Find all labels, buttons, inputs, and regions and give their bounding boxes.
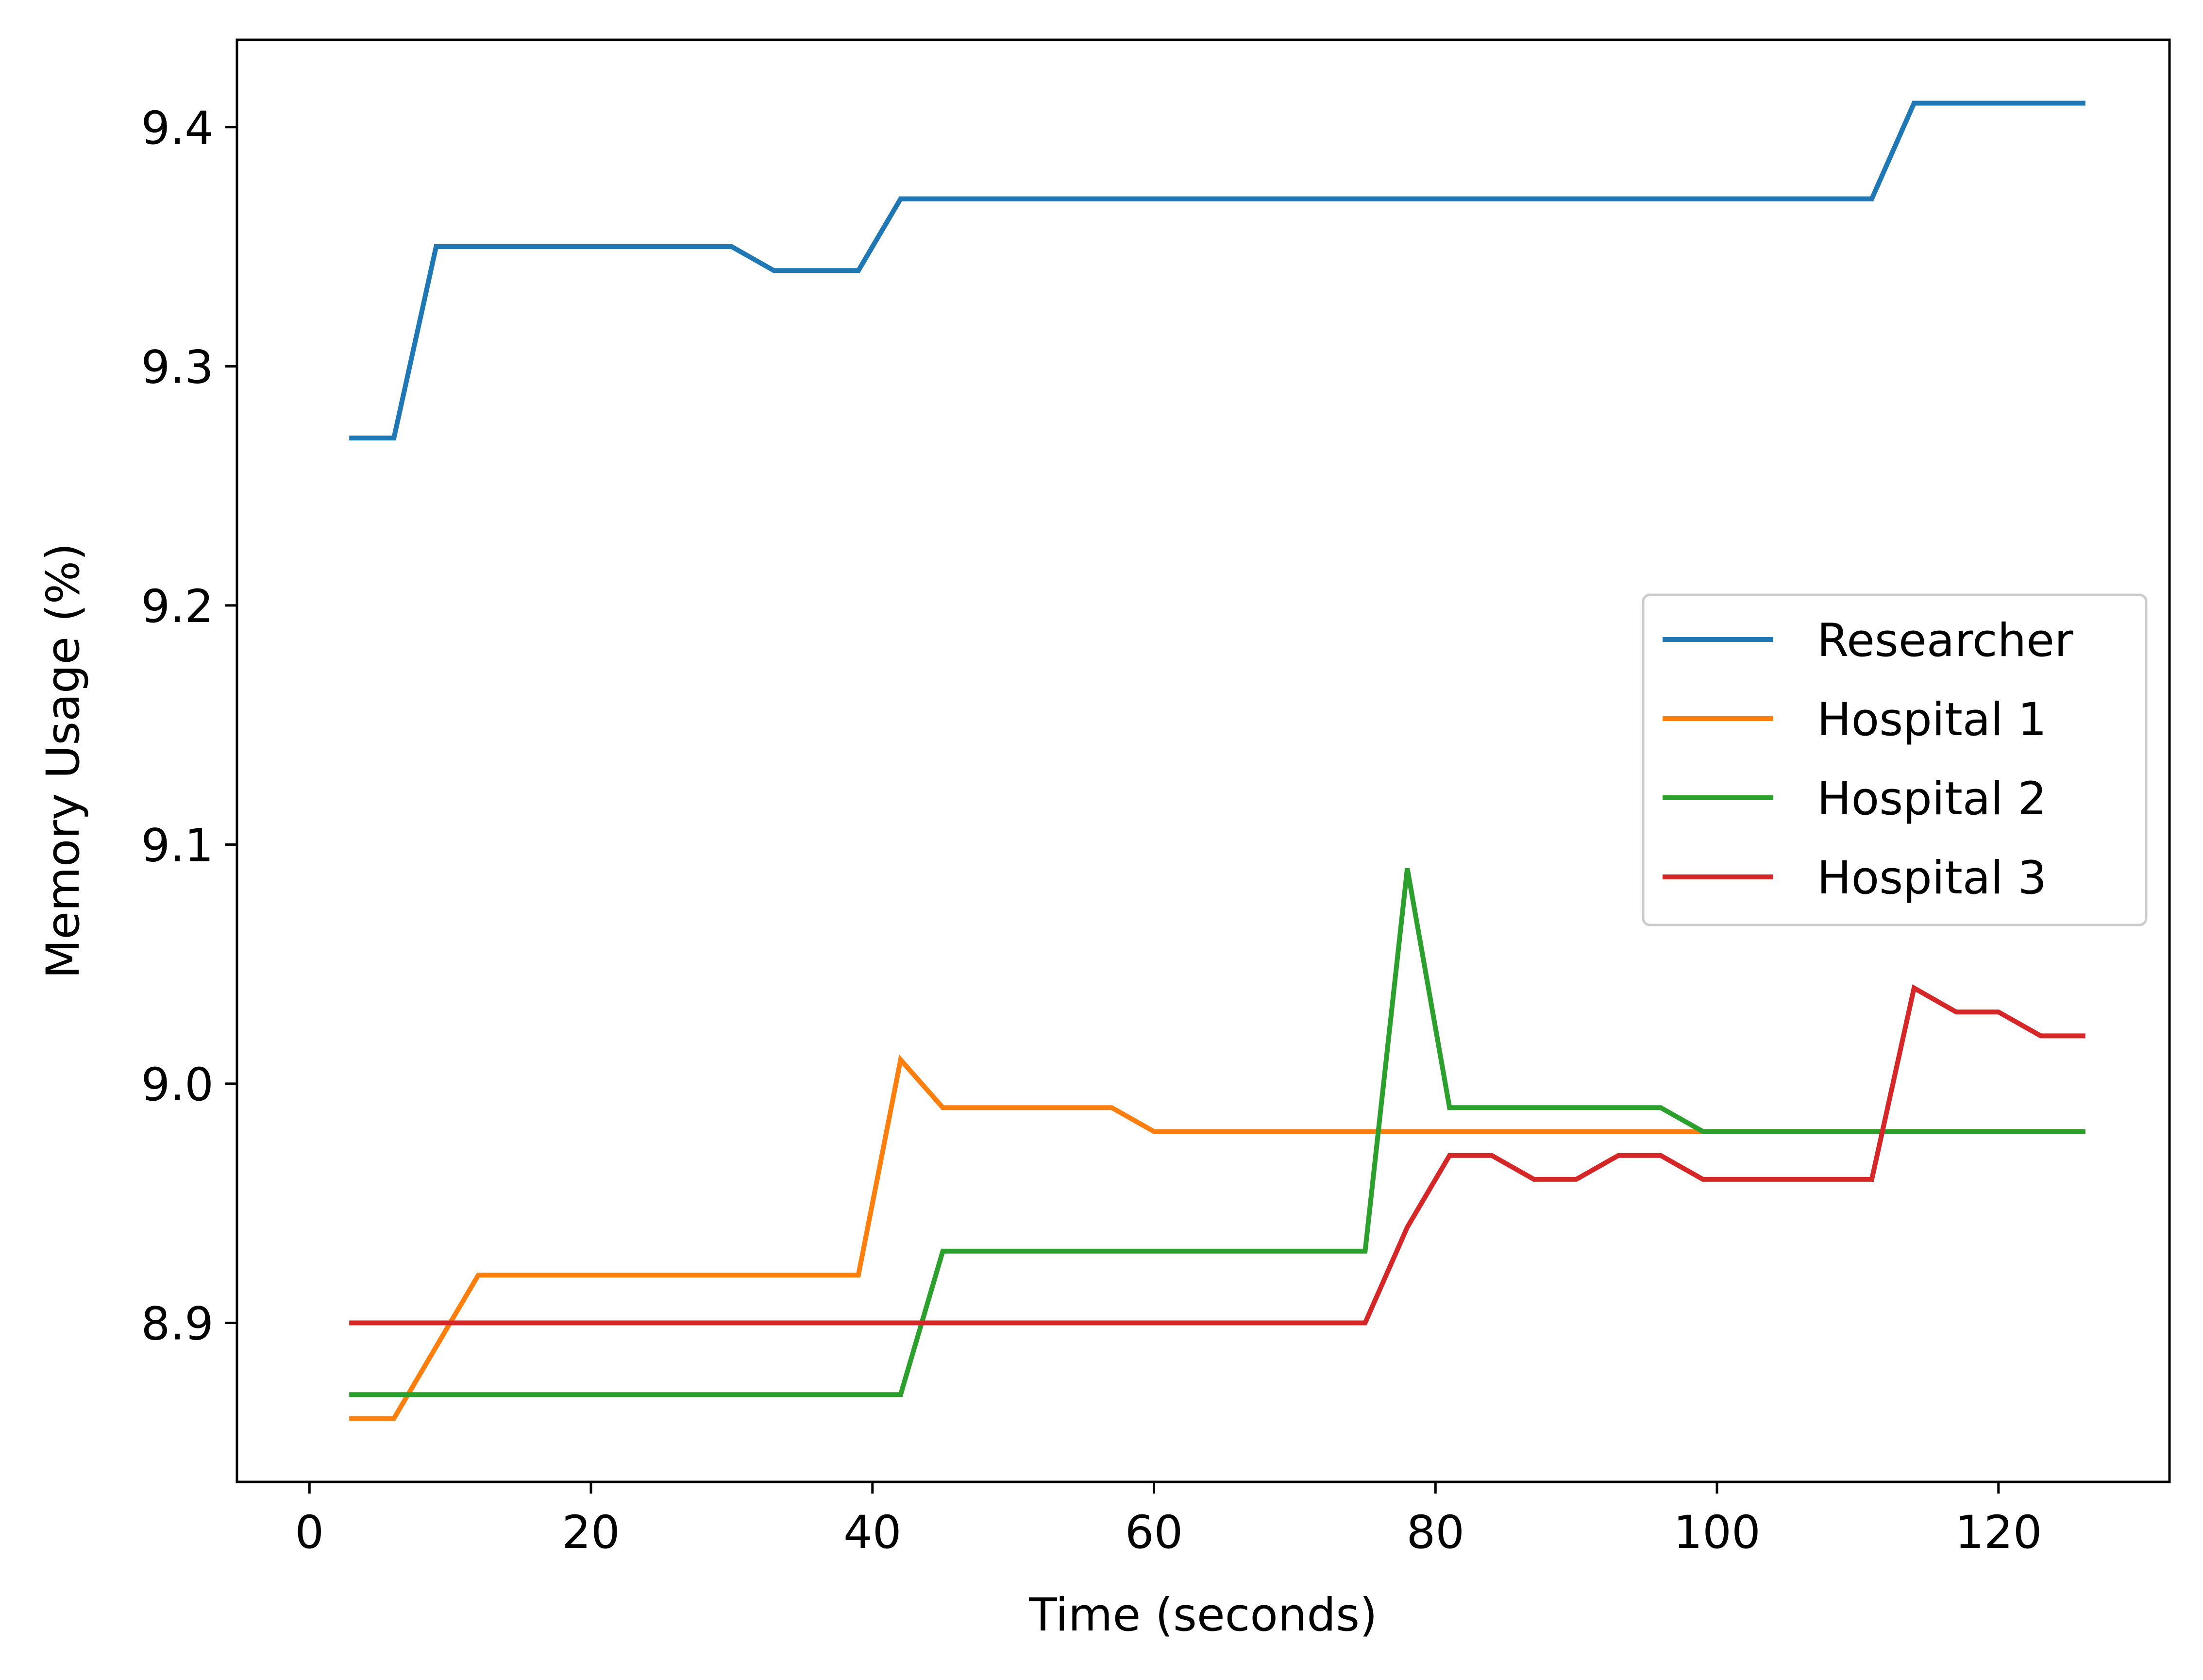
legend-label: Researcher: [1817, 614, 2073, 667]
x-tick-label: 20: [562, 1506, 620, 1559]
legend-label: Hospital 2: [1817, 773, 2047, 825]
series-line-1: [349, 101, 2085, 441]
x-axis-ticks: 0 20 40 60 80 100 120: [295, 1482, 2042, 1559]
y-tick-label: 9.2: [141, 580, 214, 633]
y-tick-label: 9.3: [141, 341, 214, 394]
y-tick-label: 8.9: [141, 1297, 214, 1350]
y-axis-ticks: 8.9 9.0 9.1 9.2 9.3 9.4: [141, 102, 237, 1350]
legend: Researcher Hospital 1 Hospital 2 Hospital 3: [1642, 593, 2148, 926]
legend-label: Hospital 1: [1817, 693, 2047, 746]
plot-area-frame: [235, 38, 2171, 1483]
x-axis-label: Time (seconds): [1028, 1589, 1377, 1642]
series-line-3: [349, 868, 2085, 1397]
x-tick-label: 60: [1125, 1506, 1183, 1559]
x-tick-label: 0: [295, 1506, 324, 1559]
x-tick-label: 100: [1673, 1506, 1760, 1559]
series-layer: [349, 101, 2085, 1421]
x-tick-label: 120: [1955, 1506, 2042, 1559]
legend-box: [1642, 593, 2148, 926]
y-tick-label: 9.1: [141, 819, 214, 872]
y-axis-label: Memory Usage (%): [37, 543, 90, 979]
series-line-4: [349, 984, 2085, 1326]
y-tick-label: 9.4: [141, 102, 214, 155]
x-tick-label: 40: [843, 1506, 902, 1559]
legend-label: Hospital 3: [1817, 852, 2047, 905]
x-tick-label: 80: [1406, 1506, 1464, 1559]
y-tick-label: 9.0: [141, 1058, 214, 1111]
